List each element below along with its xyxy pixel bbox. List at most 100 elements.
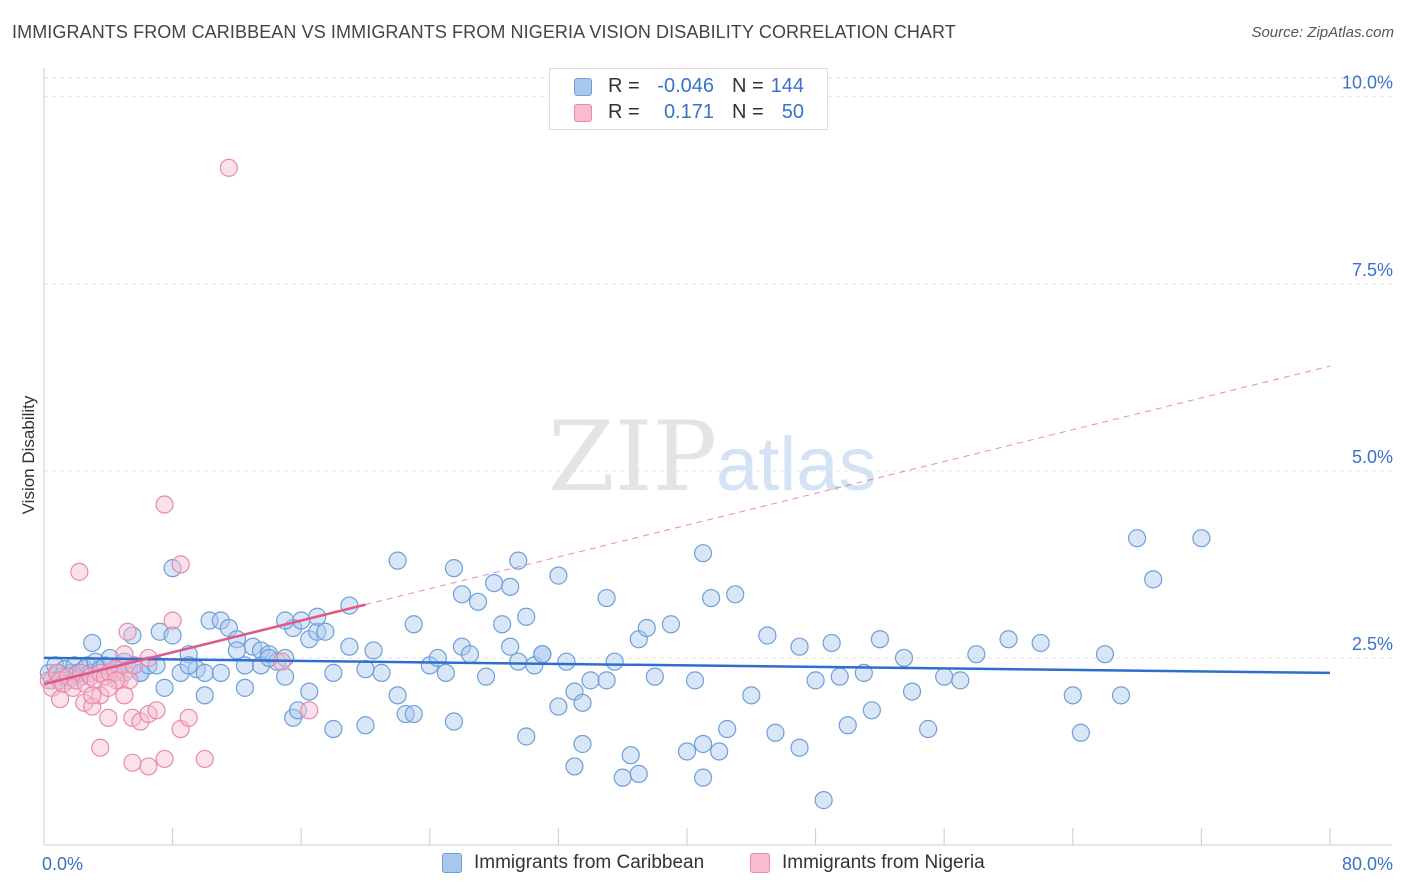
caribbean-point (661, 615, 681, 634)
axes (43, 68, 1392, 846)
caribbean-point (1071, 723, 1090, 742)
caribbean-point (597, 588, 616, 608)
caribbean-point (573, 734, 592, 754)
y-tick-label: 2.5% (1352, 634, 1393, 654)
caribbean-point (790, 738, 809, 757)
caribbean-point (340, 637, 359, 656)
caribbean-point (838, 716, 857, 735)
legend-swatch-nigeria (750, 853, 770, 873)
nigeria-point (70, 562, 89, 581)
caribbean-point (1095, 645, 1115, 664)
caribbean-point (1127, 529, 1147, 548)
caribbean-point (758, 626, 777, 645)
nigeria-point (83, 686, 102, 705)
caribbean-point (999, 630, 1018, 649)
caribbean-point (870, 630, 890, 649)
source-label: Source: ZipAtlas.com (1251, 24, 1394, 41)
nigeria-point (179, 708, 198, 727)
n-value-nigeria: 50 (781, 101, 804, 123)
nigeria-point (99, 678, 118, 697)
legend-swatch-nigeria (574, 104, 592, 122)
caribbean-point (195, 686, 214, 705)
watermark-zip: ZIP (548, 401, 717, 513)
caribbean-point (710, 742, 729, 761)
caribbean-point (324, 719, 343, 739)
caribbean-point (460, 645, 480, 664)
nigeria-points (39, 158, 319, 776)
caribbean-point (951, 671, 970, 690)
caribbean-point (726, 585, 745, 604)
y-axis-label: Vision Disability (19, 395, 38, 514)
nigeria-point (91, 738, 110, 757)
nigeria-point (155, 495, 174, 514)
caribbean-point (621, 746, 640, 765)
nigeria-point (219, 158, 238, 177)
caribbean-point (509, 551, 528, 570)
legend-label-caribbean: Immigrants from Caribbean (474, 852, 705, 873)
caribbean-point (227, 641, 246, 660)
y-tick-label: 10.0% (1342, 73, 1393, 93)
r-label: R = (608, 75, 640, 97)
caribbean-point (356, 716, 375, 735)
legend-label-nigeria: Immigrants from Nigeria (782, 852, 985, 873)
caribbean-point (452, 585, 472, 604)
r-value-nigeria: 0.171 (663, 101, 714, 123)
caribbean-point (894, 648, 914, 668)
nigeria-trend-line-solid (43, 603, 366, 686)
caribbean-point (637, 618, 656, 638)
caribbean-point (300, 682, 319, 701)
caribbean-point (179, 656, 198, 675)
y-tick-label: 5.0% (1352, 447, 1393, 467)
nigeria-point (195, 749, 214, 769)
nigeria-point (115, 686, 134, 705)
caribbean-point (444, 712, 464, 731)
caribbean-point (364, 641, 383, 660)
caribbean-point (557, 652, 576, 671)
axis-labels: 2.5% 5.0% 7.5% 10.0% 0.0% 80.0% Vision Disabil… (19, 73, 1393, 874)
caribbean-point (163, 626, 182, 645)
caribbean-point (493, 615, 512, 634)
watermark: ZIP atlas (548, 401, 877, 513)
caribbean-point (806, 671, 825, 690)
caribbean-point (693, 768, 713, 787)
caribbean-point (533, 645, 552, 664)
caribbean-point (340, 596, 359, 615)
caribbean-point (517, 727, 536, 746)
caribbean-point (517, 607, 536, 626)
caribbean-point (1031, 633, 1050, 653)
n-label: N = (732, 75, 764, 97)
caribbean-point (613, 768, 632, 787)
x-tick-label: 80.0% (1342, 854, 1393, 874)
caribbean-point (919, 719, 938, 739)
r-value-caribbean: -0.046 (657, 75, 714, 97)
caribbean-point (324, 663, 343, 682)
caribbean-point (195, 663, 214, 682)
caribbean-point (718, 719, 737, 739)
caribbean-point (501, 577, 520, 596)
caribbean-point (428, 648, 447, 668)
caribbean-point (581, 671, 600, 690)
caribbean-point (476, 667, 496, 686)
legend-stats: R = -0.046 N = 144 R = 0.171 N = 50 (549, 68, 828, 130)
caribbean-point (766, 723, 785, 742)
caribbean-point (444, 559, 464, 578)
caribbean-point (1111, 686, 1131, 705)
caribbean-point (211, 663, 230, 682)
y-tick-label: 7.5% (1352, 260, 1393, 280)
caribbean-point (693, 544, 713, 563)
caribbean-point (509, 652, 528, 671)
caribbean-point (862, 701, 881, 720)
caribbean-point (356, 660, 375, 679)
caribbean-point (388, 686, 407, 705)
caribbean-point (1144, 570, 1163, 589)
caribbean-point (468, 592, 488, 611)
caribbean-point (645, 667, 664, 686)
caribbean-point (573, 693, 592, 712)
caribbean-point (822, 633, 841, 653)
nigeria-point (123, 753, 142, 772)
caribbean-point (814, 791, 833, 810)
caribbean-point (388, 551, 407, 570)
caribbean-point (436, 663, 455, 682)
caribbean-point (404, 615, 423, 634)
caribbean-point (677, 742, 697, 761)
